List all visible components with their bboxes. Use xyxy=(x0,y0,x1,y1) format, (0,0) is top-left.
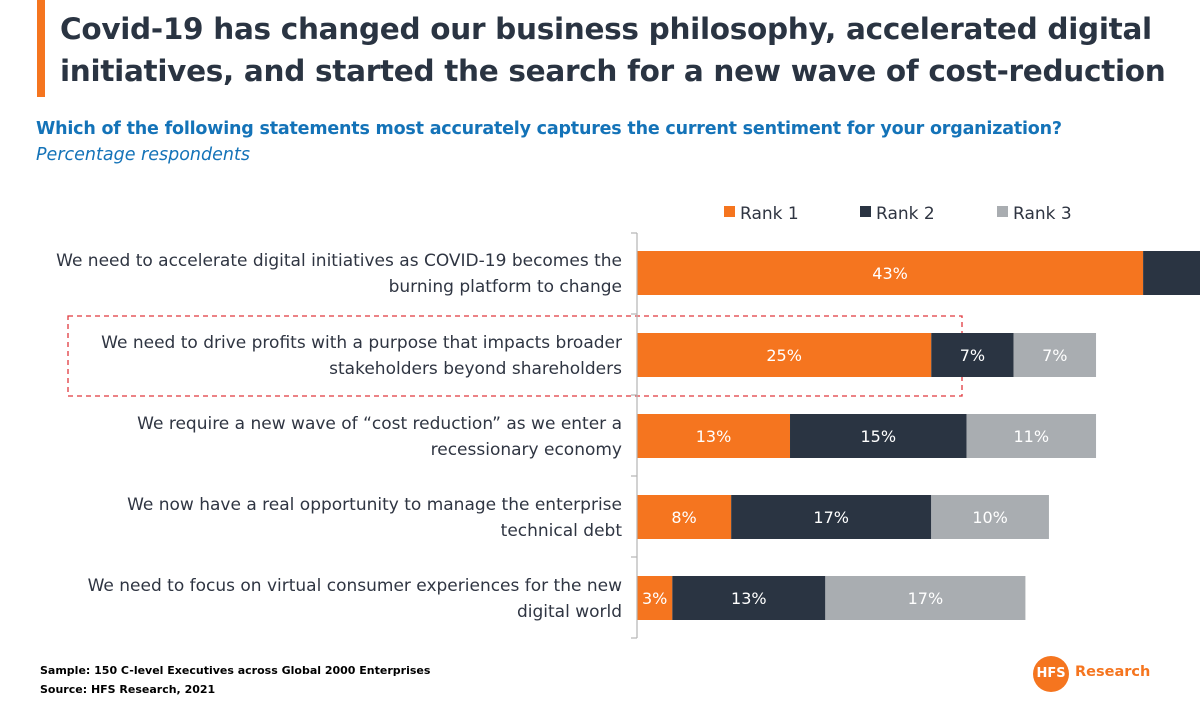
data-label: 3% xyxy=(642,589,667,608)
data-label: 13% xyxy=(696,427,732,446)
data-label: 25% xyxy=(766,346,802,365)
chart-subnote: Percentage respondents xyxy=(36,145,250,165)
category-label: recessionary economy xyxy=(431,440,622,460)
legend-swatch-rank1 xyxy=(724,206,735,217)
data-label: 13% xyxy=(731,589,767,608)
hfs-logo-mark: HFS xyxy=(1033,656,1069,692)
data-label: 43% xyxy=(872,264,908,283)
category-label: We now have a real opportunity to manage… xyxy=(127,495,622,515)
data-label: 17% xyxy=(908,589,944,608)
bar-rank3 xyxy=(931,495,1049,539)
bar-rank1 xyxy=(637,495,732,539)
category-label: stakeholders beyond shareholders xyxy=(329,359,622,379)
bar-rank2 xyxy=(790,414,967,458)
hfs-logo: HFS Research xyxy=(1033,656,1153,692)
legend-swatch-rank2 xyxy=(860,206,871,217)
highlight-box xyxy=(67,315,963,397)
source-note: Source: HFS Research, 2021 xyxy=(40,683,216,696)
hfs-logo-text: Research xyxy=(1075,664,1151,680)
bar-rank2 xyxy=(1143,251,1200,295)
category-label: technical debt xyxy=(501,521,623,541)
data-label: 17% xyxy=(813,508,849,527)
legend-label-rank1: Rank 1 xyxy=(740,204,799,224)
bar-rank1 xyxy=(637,333,932,377)
category-label: burning platform to change xyxy=(389,277,622,297)
category-label: We need to accelerate digital initiative… xyxy=(56,251,622,271)
bar-rank1 xyxy=(637,414,791,458)
legend-label-rank3: Rank 3 xyxy=(1013,204,1072,224)
category-label: digital world xyxy=(517,602,622,622)
bar-rank1 xyxy=(637,251,1144,295)
bar-rank3 xyxy=(966,414,1097,458)
bar-rank1 xyxy=(637,576,673,620)
bar-rank3 xyxy=(1013,333,1097,377)
data-label: 7% xyxy=(1042,346,1067,365)
data-label: 11% xyxy=(1014,427,1050,446)
bar-rank2 xyxy=(672,576,826,620)
bar-rank2 xyxy=(731,495,932,539)
bar-rank2 xyxy=(931,333,1014,377)
category-label: We need to drive profits with a purpose … xyxy=(101,333,622,353)
data-label: 8% xyxy=(671,508,696,527)
legend-swatch-rank3 xyxy=(997,206,1008,217)
data-label: 7% xyxy=(960,346,985,365)
data-label: 10% xyxy=(972,508,1008,527)
sample-note: Sample: 150 C-level Executives across Gl… xyxy=(40,664,431,677)
bar-rank3 xyxy=(825,576,1026,620)
chart-question: Which of the following statements most a… xyxy=(36,119,1062,139)
legend-label-rank2: Rank 2 xyxy=(876,204,935,224)
page-title: Covid-19 has changed our business philos… xyxy=(60,12,1166,88)
category-label: We need to focus on virtual consumer exp… xyxy=(88,576,623,596)
data-label: 15% xyxy=(861,427,897,446)
category-label: We require a new wave of “cost reduction… xyxy=(137,414,622,434)
title-accent-bar xyxy=(37,0,45,97)
